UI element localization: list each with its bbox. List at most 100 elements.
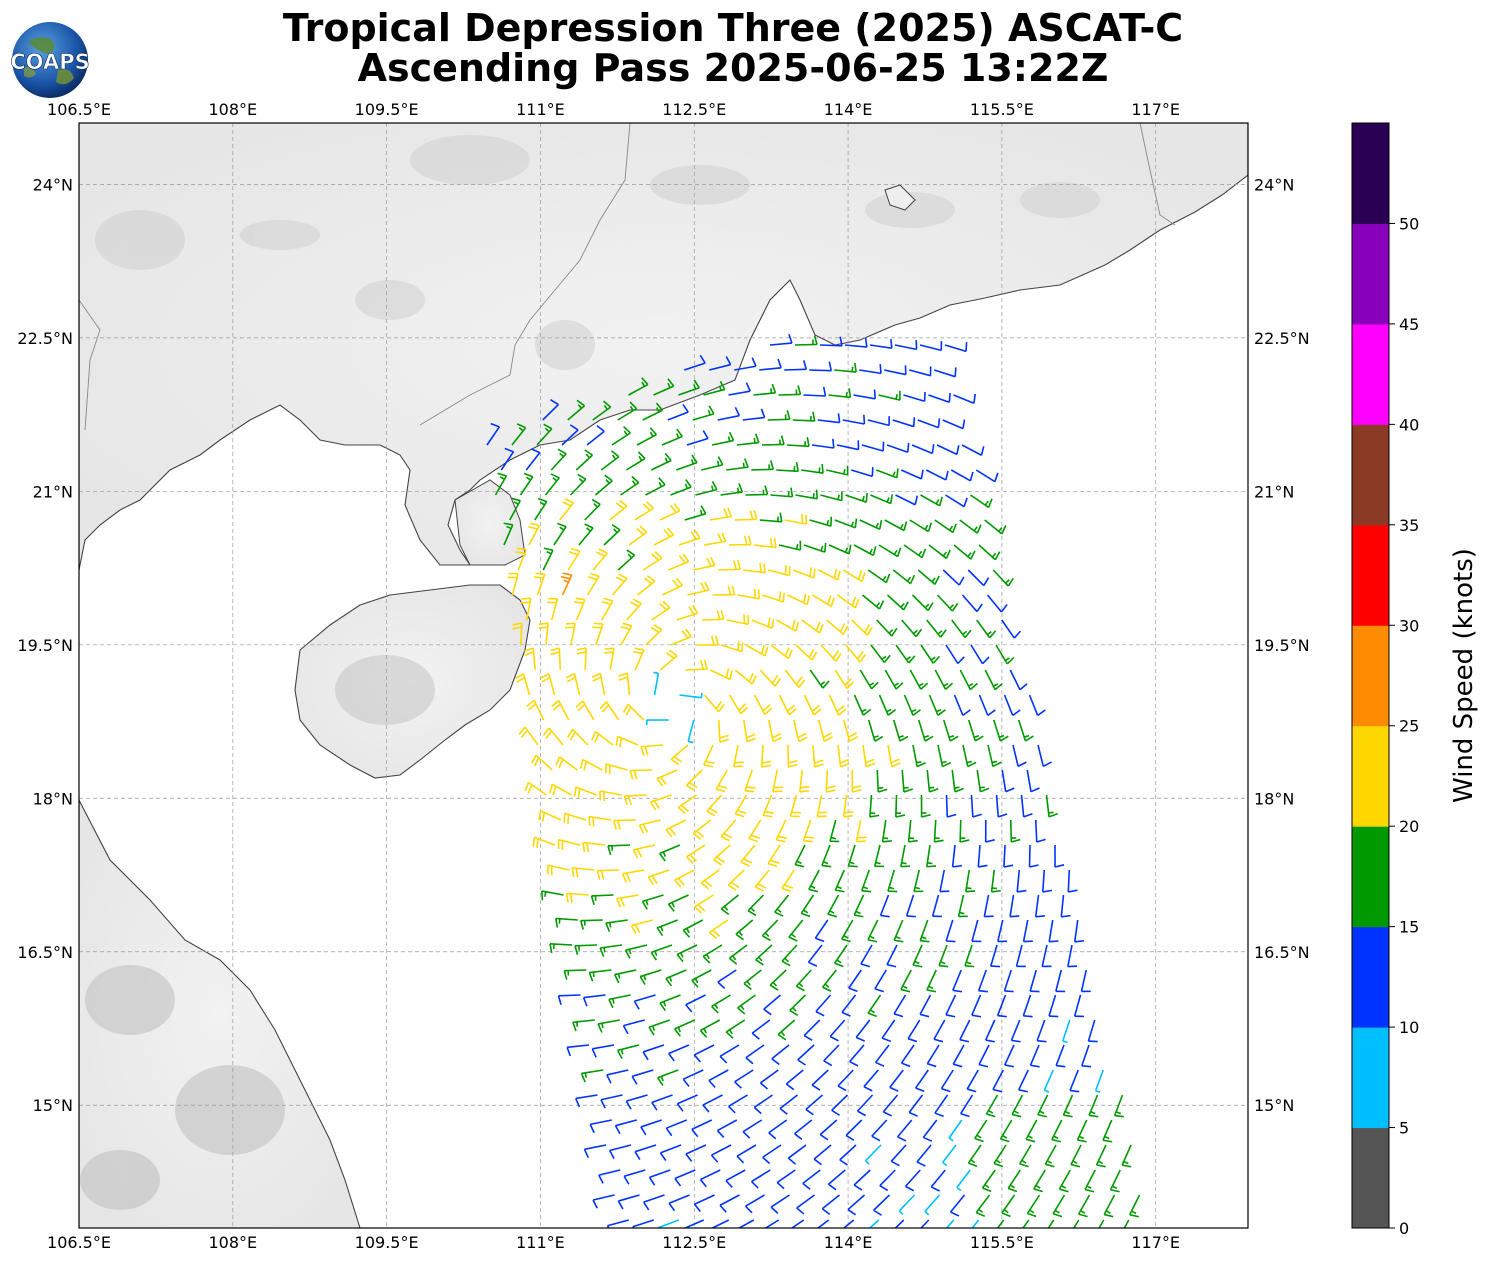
wind-barb xyxy=(826,619,849,635)
wind-barb xyxy=(787,593,811,606)
wind-barb xyxy=(567,547,581,571)
wind-barb xyxy=(561,424,579,446)
wind-barb xyxy=(813,1144,832,1166)
lon-tick-label-top: 111°E xyxy=(516,100,565,119)
wind-barb xyxy=(1007,1169,1021,1193)
wind-barb xyxy=(623,1169,646,1185)
wind-barb xyxy=(584,498,601,521)
wind-barb xyxy=(805,1094,824,1116)
colorbar-tick-label: 40 xyxy=(1399,415,1419,434)
wind-barb xyxy=(859,669,879,690)
wind-barb xyxy=(995,644,1015,665)
wind-barb xyxy=(1072,1219,1080,1228)
wind-barb xyxy=(648,1169,671,1186)
wind-barb xyxy=(1047,1219,1055,1228)
wind-barb xyxy=(971,1219,980,1228)
wind-barb xyxy=(781,944,798,967)
wind-barb xyxy=(799,769,810,793)
wind-barb xyxy=(638,819,661,834)
colorbar-tick-label: 10 xyxy=(1399,1018,1419,1037)
wind-barb xyxy=(611,426,631,446)
wind-barb xyxy=(847,1194,866,1216)
lat-tick-label-left: 18°N xyxy=(33,789,73,808)
wind-barb xyxy=(837,1069,854,1092)
wind-barb xyxy=(710,1144,732,1163)
wind-barb xyxy=(828,694,847,716)
wind-barb xyxy=(736,433,760,446)
colorbar-tick-label: 20 xyxy=(1399,817,1419,836)
wind-barb xyxy=(825,769,836,793)
wind-barb xyxy=(928,544,951,560)
wind-barb xyxy=(682,919,704,938)
wind-barb xyxy=(737,1219,755,1228)
wind-barb xyxy=(1048,919,1059,943)
vietnam-terrain-shading xyxy=(80,965,285,1210)
wind-barb xyxy=(945,994,957,1018)
wind-barb xyxy=(842,794,854,818)
wind-barb xyxy=(1109,1169,1121,1193)
wind-barb xyxy=(620,475,640,496)
wind-barb xyxy=(978,1044,990,1068)
lat-tick-label-right: 19.5°N xyxy=(1254,636,1310,655)
wind-barb xyxy=(957,894,968,918)
wind-barb xyxy=(784,360,808,371)
wind-barb xyxy=(996,994,1007,1018)
wind-barb xyxy=(855,1019,871,1042)
wind-barb xyxy=(712,585,736,596)
hainan-highlands-shading xyxy=(335,655,435,725)
wind-barb xyxy=(719,1044,740,1064)
wind-barb xyxy=(675,454,698,471)
wind-barb xyxy=(767,719,782,743)
wind-barb xyxy=(744,1194,765,1214)
wind-barb xyxy=(582,994,606,1007)
wind-barb xyxy=(600,450,620,471)
wind-barb xyxy=(878,544,902,558)
wind-barb xyxy=(634,501,654,521)
lon-tick-label-top: 114°E xyxy=(824,100,873,119)
wind-barb xyxy=(792,719,808,743)
wind-barb xyxy=(1009,669,1028,691)
wind-barb xyxy=(952,1044,965,1068)
lon-tick-label-bottom: 114°E xyxy=(824,1233,873,1252)
wind-barb xyxy=(670,479,692,496)
wind-barb xyxy=(685,659,708,671)
wind-barb xyxy=(571,866,595,878)
wind-barb xyxy=(859,364,882,375)
wind-barb xyxy=(647,869,670,886)
wind-barb xyxy=(1025,1119,1038,1143)
wind-barb xyxy=(821,844,832,868)
wind-barb xyxy=(550,647,562,671)
wind-barb xyxy=(515,673,531,696)
lon-tick-label-bottom: 112.5°E xyxy=(662,1233,726,1252)
wind-barb xyxy=(966,1069,979,1093)
wind-barb xyxy=(592,622,604,646)
lon-tick-label-top: 117°E xyxy=(1131,100,1180,119)
wind-barb xyxy=(1003,969,1014,993)
wind-barb xyxy=(528,522,541,546)
lat-tick-label-right: 21°N xyxy=(1254,482,1294,501)
wind-barb xyxy=(630,919,653,935)
wind-barb xyxy=(643,1194,665,1211)
colorbar-segment xyxy=(1352,1027,1389,1129)
wind-barb xyxy=(709,919,729,940)
wind-barb xyxy=(986,594,1008,613)
wind-barb xyxy=(588,815,611,827)
wind-barb xyxy=(912,744,926,768)
wind-barb xyxy=(916,1144,932,1167)
wind-barb xyxy=(605,919,628,932)
wind-barb xyxy=(1055,1044,1066,1068)
wind-barb xyxy=(582,841,606,853)
wind-barb xyxy=(667,553,690,571)
wind-barb xyxy=(760,744,772,768)
wind-barb xyxy=(952,969,963,993)
wind-barb xyxy=(829,1019,846,1042)
wind-barb xyxy=(1016,869,1027,893)
wind-barb xyxy=(807,944,823,967)
wind-barb xyxy=(559,498,575,521)
mainland-china-land xyxy=(79,123,1248,571)
wind-barb xyxy=(542,399,559,421)
wind-barb xyxy=(908,1094,924,1117)
wind-barb xyxy=(648,1019,671,1036)
wind-barb xyxy=(653,671,660,696)
wind-barb xyxy=(691,969,712,988)
